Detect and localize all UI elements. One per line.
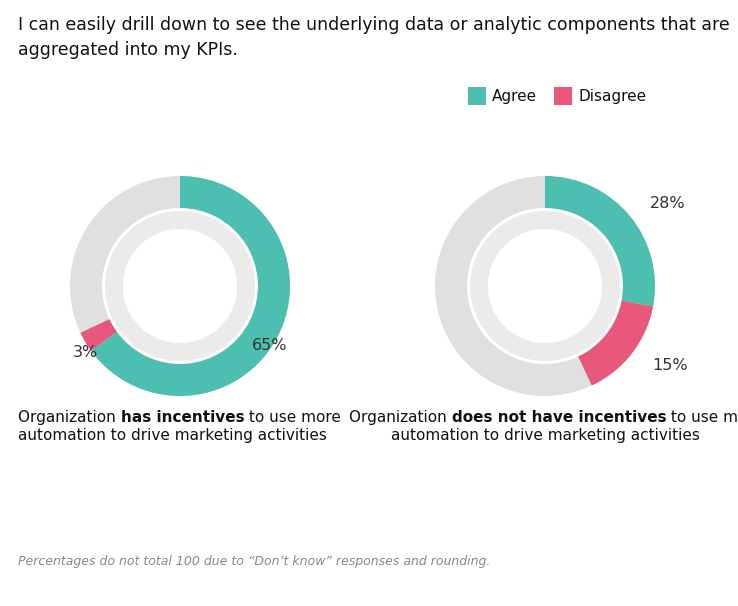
- Text: Percentages do not total 100 due to “Don’t know” responses and rounding.: Percentages do not total 100 due to “Don…: [18, 555, 490, 568]
- Wedge shape: [80, 319, 117, 351]
- Text: Organization: Organization: [349, 410, 452, 425]
- Text: Organization: Organization: [18, 410, 120, 425]
- Text: to use more: to use more: [244, 410, 341, 425]
- Text: has incentives: has incentives: [120, 410, 244, 425]
- Wedge shape: [105, 211, 255, 361]
- Text: does not have incentives: does not have incentives: [452, 410, 666, 425]
- Text: 15%: 15%: [652, 358, 689, 373]
- Text: I can easily drill down to see the underlying data or analytic components that a: I can easily drill down to see the under…: [18, 16, 730, 59]
- Bar: [468, 87, 486, 105]
- Text: 3%: 3%: [73, 345, 98, 360]
- Text: automation to drive marketing activities: automation to drive marketing activities: [18, 428, 327, 443]
- Bar: [554, 87, 572, 105]
- Wedge shape: [70, 176, 290, 396]
- Text: 65%: 65%: [252, 338, 288, 353]
- Text: automation to drive marketing activities: automation to drive marketing activities: [390, 428, 700, 443]
- Wedge shape: [578, 301, 653, 385]
- Circle shape: [123, 229, 237, 343]
- Wedge shape: [545, 176, 655, 307]
- Wedge shape: [91, 176, 290, 396]
- Text: to use more: to use more: [666, 410, 738, 425]
- Wedge shape: [435, 176, 655, 396]
- Text: Disagree: Disagree: [578, 88, 646, 104]
- Text: 28%: 28%: [650, 196, 686, 211]
- Circle shape: [488, 229, 602, 343]
- Text: Agree: Agree: [492, 88, 537, 104]
- Wedge shape: [470, 211, 620, 361]
